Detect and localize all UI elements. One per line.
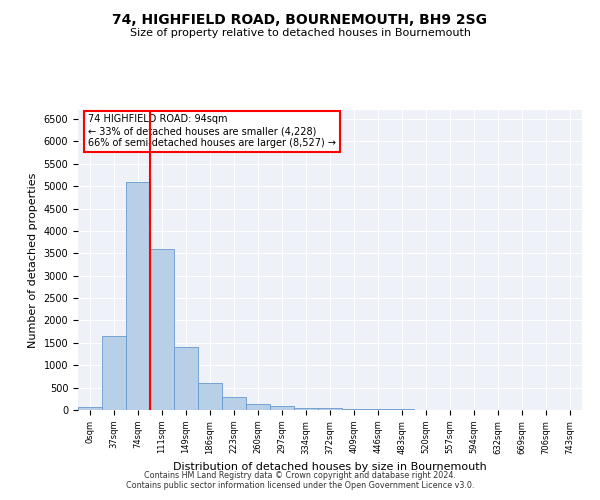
Bar — [102, 336, 126, 410]
Bar — [294, 408, 318, 410]
Text: 74 HIGHFIELD ROAD: 94sqm
← 33% of detached houses are smaller (4,228)
66% of sem: 74 HIGHFIELD ROAD: 94sqm ← 33% of detach… — [88, 114, 336, 148]
Bar — [78, 406, 102, 410]
Bar — [246, 404, 270, 410]
Bar — [270, 406, 294, 410]
Bar — [318, 408, 342, 410]
X-axis label: Distribution of detached houses by size in Bournemouth: Distribution of detached houses by size … — [173, 462, 487, 472]
Bar — [198, 382, 222, 410]
Text: Contains public sector information licensed under the Open Government Licence v3: Contains public sector information licen… — [126, 481, 474, 490]
Text: Size of property relative to detached houses in Bournemouth: Size of property relative to detached ho… — [130, 28, 470, 38]
Bar — [126, 182, 150, 410]
Bar — [342, 408, 366, 410]
Text: Contains HM Land Registry data © Crown copyright and database right 2024.: Contains HM Land Registry data © Crown c… — [144, 471, 456, 480]
Bar — [366, 409, 390, 410]
Bar — [150, 249, 174, 410]
Bar — [222, 397, 246, 410]
Y-axis label: Number of detached properties: Number of detached properties — [28, 172, 38, 348]
Text: 74, HIGHFIELD ROAD, BOURNEMOUTH, BH9 2SG: 74, HIGHFIELD ROAD, BOURNEMOUTH, BH9 2SG — [113, 12, 487, 26]
Bar — [174, 348, 198, 410]
